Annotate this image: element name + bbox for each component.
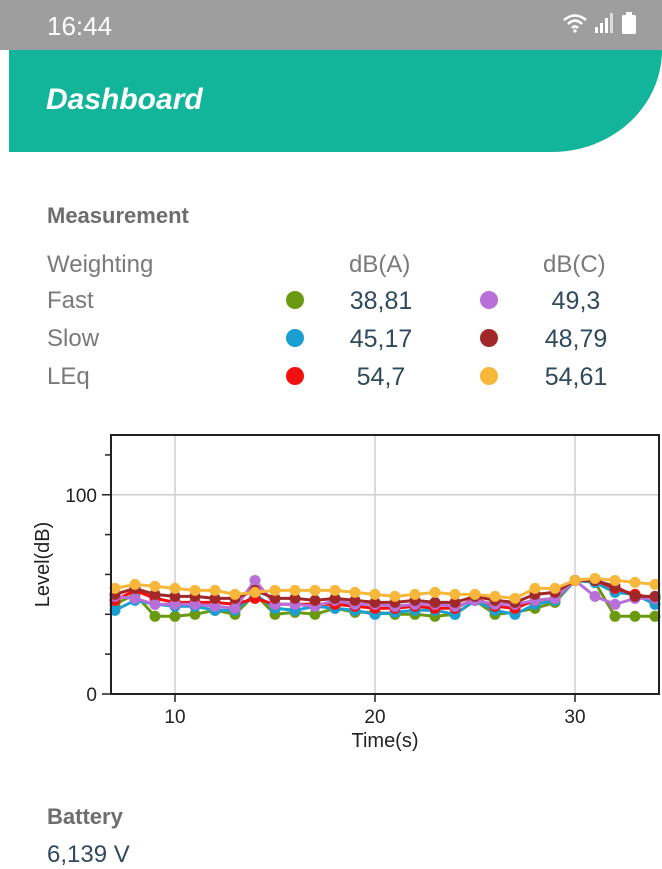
- wifi-icon: [563, 14, 587, 33]
- series-line: [114, 576, 656, 600]
- data-point: [289, 584, 301, 596]
- data-point: [369, 588, 381, 600]
- dba-color-dot: [286, 367, 304, 385]
- plot-frame: [110, 434, 660, 695]
- status-bar: 16:44: [0, 0, 662, 50]
- data-point: [329, 584, 341, 596]
- x-tick-label: 30: [564, 707, 585, 728]
- row-label: Slow: [47, 325, 100, 352]
- data-point: [149, 598, 161, 610]
- data-point: [429, 596, 441, 608]
- data-point: [609, 574, 621, 586]
- x-tick-label: 20: [364, 707, 385, 728]
- data-point: [609, 598, 621, 610]
- y-tick-label: 100: [65, 486, 97, 507]
- data-point: [129, 592, 141, 604]
- data-point: [509, 592, 521, 604]
- data-point: [269, 592, 281, 604]
- data-point: [209, 600, 221, 612]
- dbc-value: 48,79: [544, 325, 608, 353]
- y-axis-title: Level(dB): [32, 522, 54, 608]
- column-header-dbc: dB(C): [543, 251, 606, 278]
- data-point: [209, 592, 221, 604]
- data-point: [449, 588, 461, 600]
- data-point: [409, 588, 421, 600]
- data-point: [429, 586, 441, 598]
- data-point: [349, 594, 361, 606]
- data-point: [549, 582, 561, 594]
- series-line: [114, 578, 655, 604]
- dbc-value: 54,61: [544, 363, 608, 391]
- data-point: [189, 598, 201, 610]
- row-label: LEq: [47, 363, 90, 390]
- battery-title: Battery: [47, 804, 123, 829]
- data-point: [649, 590, 661, 602]
- data-point: [169, 590, 181, 602]
- data-point: [189, 608, 201, 620]
- data-point: [169, 598, 181, 610]
- data-point: [489, 590, 501, 602]
- data-point: [229, 602, 241, 614]
- data-point: [569, 574, 581, 586]
- app-bar: Dashboard: [9, 50, 662, 152]
- data-point: [309, 584, 321, 596]
- data-point: [109, 604, 121, 616]
- data-point: [349, 586, 361, 598]
- data-point: [289, 592, 301, 604]
- data-point: [649, 578, 661, 590]
- data-point: [589, 572, 601, 584]
- data-point: [609, 610, 621, 622]
- data-point: [149, 610, 161, 622]
- dba-color-dot: [286, 329, 304, 347]
- measurement-title: Measurement: [47, 203, 189, 228]
- data-point: [369, 596, 381, 608]
- data-point: [629, 576, 641, 588]
- data-point: [629, 610, 641, 622]
- data-point: [269, 584, 281, 596]
- dba-value: 54,7: [356, 363, 406, 391]
- battery-voltage: 6,139 V: [47, 841, 130, 868]
- battery-status-icon: [622, 12, 636, 34]
- status-icons: [562, 12, 636, 34]
- dbc-color-dot: [480, 367, 498, 385]
- row-label: Fast: [47, 287, 94, 314]
- dba-value: 45,17: [349, 325, 413, 353]
- x-tick-label: 10: [164, 707, 185, 728]
- data-point: [129, 578, 141, 590]
- data-point: [249, 574, 261, 586]
- status-time: 16:44: [47, 11, 113, 41]
- dbc-value: 49,3: [551, 287, 601, 315]
- data-point: [149, 580, 161, 592]
- data-point: [529, 582, 541, 594]
- data-point: [449, 596, 461, 608]
- dba-color-dot: [286, 291, 304, 309]
- weighting-label: Weighting: [47, 251, 154, 278]
- data-point: [169, 582, 181, 594]
- dbc-color-dot: [480, 329, 498, 347]
- x-axis-title: Time(s): [351, 730, 418, 752]
- data-point: [189, 584, 201, 596]
- series-line: [114, 577, 655, 610]
- data-point: [309, 608, 321, 620]
- data-point: [169, 610, 181, 622]
- data-point: [469, 588, 481, 600]
- data-point: [309, 594, 321, 606]
- column-header-dba: dB(A): [349, 251, 411, 278]
- dba-value: 38,81: [349, 287, 413, 315]
- dbc-color-dot: [480, 291, 498, 309]
- data-point: [389, 590, 401, 602]
- data-point: [589, 590, 601, 602]
- data-point: [629, 590, 641, 602]
- data-point: [109, 582, 121, 594]
- data-point: [649, 610, 661, 622]
- y-tick-label: 0: [86, 685, 97, 706]
- data-point: [229, 588, 241, 600]
- page-title: Dashboard: [46, 83, 203, 116]
- data-point: [249, 586, 261, 598]
- signal-icon: [595, 13, 613, 33]
- level-chart: 0 100 10 20 30 Time(s) Level(dB): [32, 434, 661, 752]
- data-point: [149, 588, 161, 600]
- data-point: [209, 584, 221, 596]
- data-point: [329, 592, 341, 604]
